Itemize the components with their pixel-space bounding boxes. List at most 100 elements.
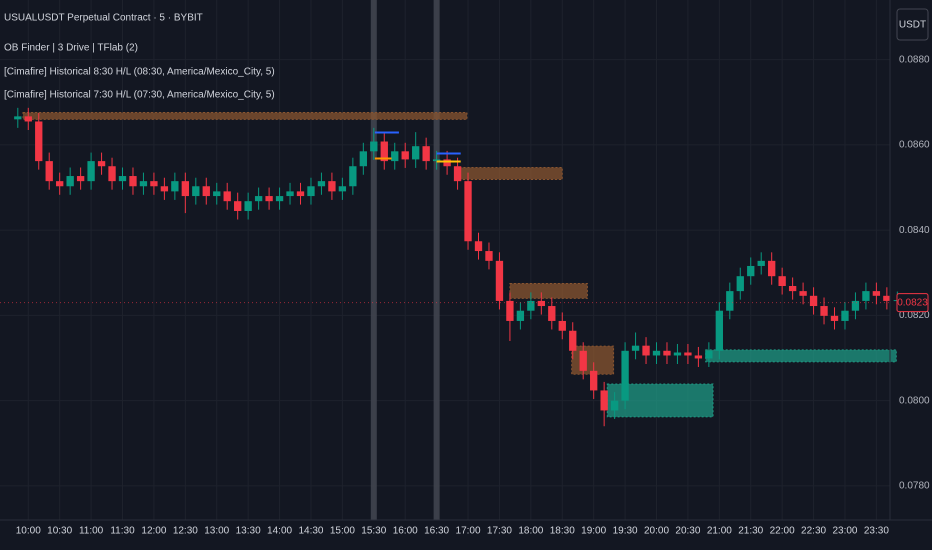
x-tick-label: 20:30 <box>675 526 700 537</box>
y-tick-label: 0.0820 <box>899 310 930 321</box>
candle-body <box>275 196 284 202</box>
x-tick-label: 14:30 <box>298 526 323 537</box>
candle-body <box>841 310 849 321</box>
candle-body <box>45 161 53 182</box>
candle-body <box>412 146 420 160</box>
candle-body <box>778 276 786 286</box>
candle-body <box>286 191 294 197</box>
candle-body <box>726 291 734 311</box>
candle-body <box>129 176 137 187</box>
candle-body <box>87 161 95 182</box>
candle-body <box>715 310 723 351</box>
candle-body <box>642 345 650 356</box>
indicator-label: [Cimafire] Historical 8:30 H/L (08:30, A… <box>4 67 275 78</box>
candle-body <box>610 400 619 411</box>
candle-body <box>694 355 703 359</box>
candle-body <box>757 260 765 266</box>
candle-body <box>464 181 472 242</box>
y-tick-label: 0.0800 <box>899 395 930 406</box>
x-tick-label: 23:30 <box>864 526 889 537</box>
order-block <box>454 167 563 180</box>
candle-body <box>579 350 587 371</box>
candle-body <box>443 159 451 167</box>
candle-body <box>76 176 85 182</box>
candle-body <box>108 166 116 182</box>
candle-body <box>862 291 870 301</box>
candle-body <box>223 191 231 202</box>
candle-body <box>265 196 273 202</box>
candle-body <box>118 176 127 182</box>
axes: 0.0780 0.0800 0.0820 0.0840 0.0860 0.0880 10:0… <box>16 54 930 536</box>
candle-body <box>24 116 32 122</box>
indicator-label: OB Finder | 3 Drive | TFlab (2) <box>4 43 138 54</box>
x-tick-label: 13:30 <box>236 526 261 537</box>
candle-body <box>558 320 566 331</box>
candle-body <box>883 295 891 301</box>
candle-body <box>621 350 629 401</box>
indicator-label: [Cimafire] Historical 7:30 H/L (07:30, A… <box>4 90 275 101</box>
candle-body <box>213 191 221 197</box>
candle-body <box>160 186 169 192</box>
last-price-label: 0.0823 <box>897 297 928 308</box>
candle-body <box>768 260 776 277</box>
candle-body <box>139 181 148 187</box>
candle-body <box>338 186 347 192</box>
x-tick-label: 18:00 <box>518 526 543 537</box>
x-tick-label: 11:00 <box>79 526 104 537</box>
order-block <box>571 345 615 375</box>
candle-body <box>296 191 305 197</box>
candle-body <box>652 350 661 356</box>
candle-body <box>244 201 252 211</box>
candle-body <box>171 181 179 192</box>
last-price-badge <box>896 293 929 313</box>
x-tick-label: 21:30 <box>738 526 763 537</box>
candle-body <box>527 300 535 311</box>
candle-body <box>349 166 357 187</box>
order-block <box>705 349 897 363</box>
candle-body <box>799 291 807 296</box>
candle-body <box>747 265 755 277</box>
order-block <box>22 112 468 120</box>
x-tick-label: 16:00 <box>393 526 418 537</box>
candle-body <box>192 186 200 197</box>
candle-body <box>673 352 682 356</box>
candle-body <box>495 260 504 301</box>
candle-body <box>14 116 22 120</box>
candle-body <box>66 176 74 187</box>
x-tick-label: 14:00 <box>267 526 292 537</box>
candle-body <box>307 186 315 197</box>
x-tick-label: 15:00 <box>330 526 355 537</box>
candle-body <box>872 291 881 296</box>
candle-body <box>453 166 462 182</box>
candle-body <box>830 315 839 321</box>
candle-body <box>788 286 797 292</box>
currency-label[interactable]: USDT <box>899 20 926 31</box>
y-tick-label: 0.0880 <box>899 54 930 65</box>
candle-body <box>432 159 441 162</box>
x-tick-label: 16:30 <box>424 526 449 537</box>
candle-body <box>631 345 640 351</box>
candle-body <box>569 330 577 351</box>
x-tick-label: 17:00 <box>456 526 481 537</box>
candle-body <box>548 306 556 321</box>
candle-body <box>35 121 43 162</box>
chart-title: USUALUSDT Perpetual Contract · 5 · BYBIT <box>4 13 203 24</box>
candle-body <box>391 151 399 162</box>
candle-body <box>590 370 598 391</box>
plot <box>0 0 901 520</box>
y-tick-label: 0.0840 <box>899 225 930 236</box>
candle-body <box>202 186 210 197</box>
candle-body <box>516 310 525 321</box>
candle-body <box>851 300 860 311</box>
candle-body <box>537 300 545 307</box>
candle-body <box>820 306 828 316</box>
y-tick-label: 0.0780 <box>899 481 930 492</box>
currency-button[interactable] <box>896 8 929 41</box>
candle-body <box>506 300 514 321</box>
x-tick-label: 15:30 <box>361 526 386 537</box>
candle-body <box>56 181 64 187</box>
x-tick-label: 19:30 <box>613 526 638 537</box>
x-tick-label: 19:00 <box>581 526 606 537</box>
